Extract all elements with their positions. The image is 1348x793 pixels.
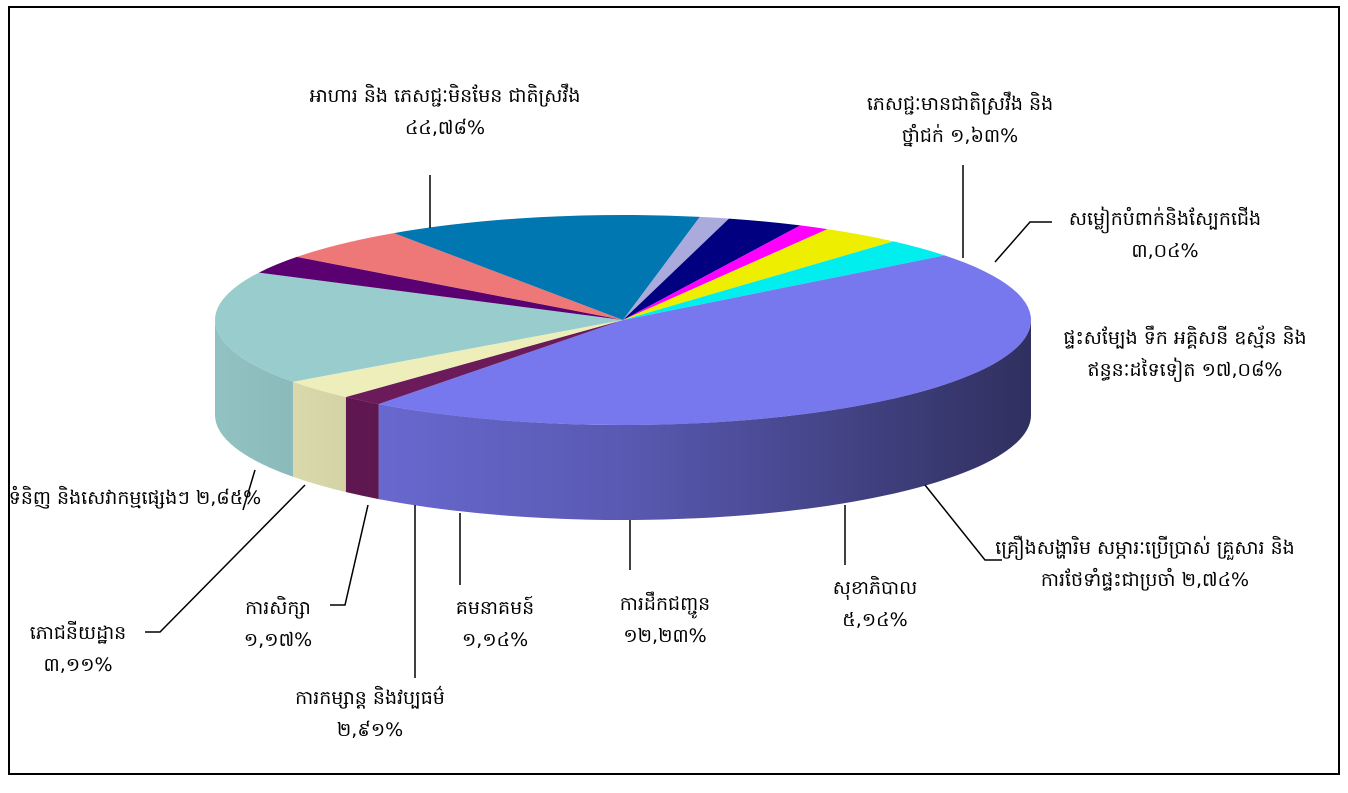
leader-line (994, 221, 1052, 263)
slice (345, 320, 623, 405)
data-label: គមនាគមន៍ ១,១៤% (430, 592, 560, 656)
slice (623, 241, 945, 320)
data-label: អាហារ និង ភេសជ្ជៈមិនមែន ជាតិស្រវឹង ៤៤,៧៨… (300, 80, 590, 144)
slice (296, 233, 623, 320)
value-label: ៣,១១% (43, 654, 113, 676)
category-label: ការកម្សាន្ត និងវប្បធម៌ (295, 687, 445, 709)
leader-line (145, 484, 306, 633)
frame (8, 6, 1340, 775)
category-label: អាហារ និង ភេសជ្ជៈមិនមែន ជាតិស្រវឹង (309, 85, 581, 107)
category-label: ភេសជ្ជៈមានជាតិស្រវឹង និង ថ្នាំជក់ (866, 93, 1054, 147)
data-label: ផ្ទះសម្បែង ទឹក អគ្គិសនី ឧស្ម័ន និងឥន្ធនៈ… (1060, 322, 1310, 386)
leader-line (242, 469, 256, 511)
slice-side-shade (378, 320, 1032, 520)
category-label: គ្រឿងសង្ហារិម សម្ភារៈប្រើប្រាស់ គ្រួសារ … (995, 537, 1295, 591)
data-label: ភោជនីយដ្ឋាន ៣,១១% (8, 617, 148, 681)
category-label: ការដឹកជញ្ជូន (619, 593, 711, 615)
slice (258, 256, 623, 320)
slice (623, 229, 894, 320)
value-label: ៤៤,៧៨% (404, 117, 486, 139)
category-label: សម្លៀកបំពាក់និងស្បែកជើង (1068, 208, 1262, 230)
slice-side-shade (345, 397, 379, 500)
value-label: ១,១៤% (461, 629, 529, 651)
value-label: ១៧,០៨% (1201, 359, 1283, 381)
slice (623, 218, 801, 320)
slice (292, 320, 623, 398)
value-label: ៥,១៤% (842, 609, 908, 631)
slice (215, 272, 623, 382)
value-label: ២,៧៤% (1181, 569, 1250, 591)
data-label: សម្លៀកបំពាក់និងស្បែកជើង ៣,០៤% (1035, 203, 1295, 267)
slice (393, 215, 700, 320)
category-label: សុខាភិបាល (832, 577, 918, 599)
category-label: ទំនិញ និងសេវាកម្មផ្សេងៗ (8, 487, 190, 509)
value-label: ៣,០៤% (1131, 240, 1199, 262)
data-label: គ្រឿងសង្ហារិម សម្ភារៈប្រើប្រាស់ គ្រួសារ … (995, 532, 1295, 596)
data-label: ការកម្សាន្ត និងវប្បធម៌ ២,៩១% (260, 682, 480, 746)
data-label: ការដឹកជញ្ជូន ១២,២៣% (590, 588, 740, 652)
data-label: ការសិក្សា ១,១៧% (218, 592, 338, 656)
value-label: ២,៨៥% (195, 487, 262, 509)
data-label: ភេសជ្ជៈមានជាតិស្រវឹង និង ថ្នាំជក់ ១,៦៣% (845, 88, 1075, 152)
value-label: ២,៩១% (336, 719, 404, 741)
data-label: ទំនិញ និងសេវាកម្មផ្សេងៗ ២,៨៥% (5, 482, 265, 514)
category-label: ភោជនីយដ្ឋាន (29, 622, 127, 644)
slice (623, 225, 828, 320)
slice-side-shade (215, 320, 293, 477)
slice (378, 255, 1032, 426)
category-label: ការសិក្សា (245, 597, 311, 619)
leader-line (330, 504, 369, 606)
value-label: ១២,២៣% (623, 625, 707, 647)
value-label: ១,១៧% (243, 629, 313, 651)
leader-line (924, 484, 1002, 561)
category-label: ផ្ទះសម្បែង ទឹក អគ្គិសនី ឧស្ម័ន និងឥន្ធនៈ… (1063, 327, 1307, 381)
slice-side-shade (292, 381, 346, 493)
slice (623, 216, 729, 320)
category-label: គមនាគមន៍ (455, 597, 535, 619)
data-label: សុខាភិបាល ៥,១៤% (805, 572, 945, 636)
value-label: ១,៦៣% (950, 125, 1019, 147)
